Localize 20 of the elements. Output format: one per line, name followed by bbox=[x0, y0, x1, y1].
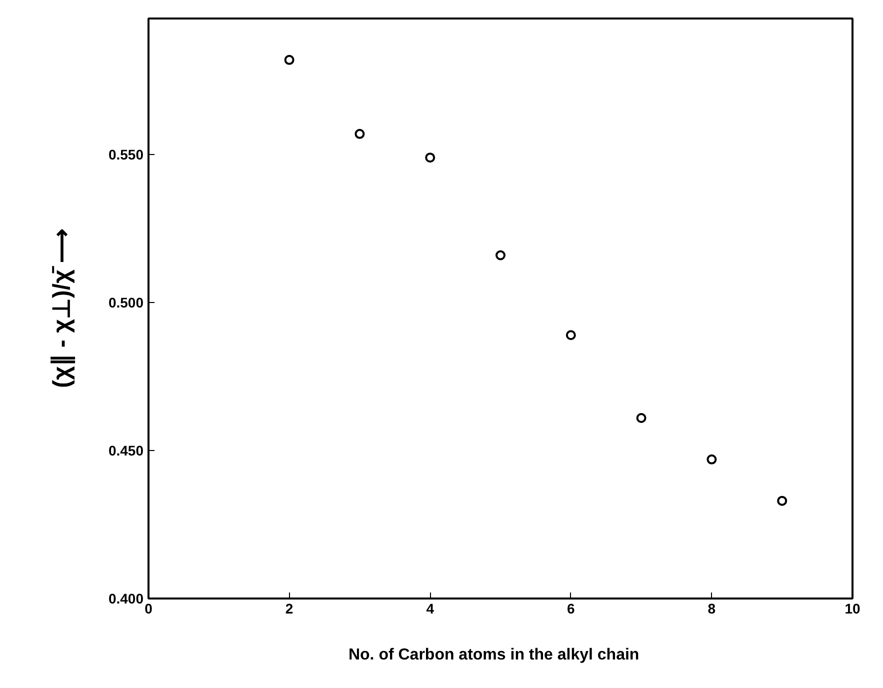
x-tick-label: 4 bbox=[426, 600, 434, 616]
x-tick-label: 0 bbox=[144, 600, 153, 616]
point bbox=[354, 128, 365, 139]
x-axis-title: No. of Carbon atoms in the alkyl chain bbox=[348, 646, 640, 664]
y-axis-title: (χ∥ - χ⊥)/χ̄ ⟶ bbox=[48, 228, 76, 388]
point bbox=[284, 54, 294, 65]
x-tick-label: 6 bbox=[567, 600, 576, 616]
y-tick-label: 0.550 bbox=[108, 146, 144, 163]
y-tick-label: 0.450 bbox=[108, 442, 144, 459]
y-tick-label: 0.400 bbox=[108, 590, 144, 606]
point bbox=[566, 330, 576, 340]
point bbox=[496, 250, 506, 260]
point bbox=[636, 413, 646, 423]
x-tick-label: 10 bbox=[844, 600, 860, 616]
point bbox=[777, 496, 788, 506]
x-tick-label: 8 bbox=[708, 600, 716, 616]
point bbox=[425, 152, 436, 163]
point bbox=[706, 454, 717, 464]
x-tick-label: 2 bbox=[285, 600, 294, 616]
y-tick-label: 0.500 bbox=[108, 294, 144, 311]
